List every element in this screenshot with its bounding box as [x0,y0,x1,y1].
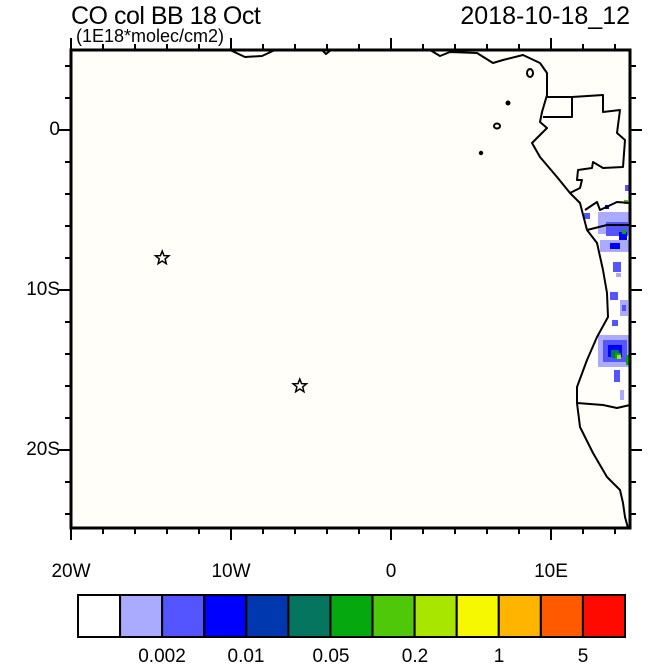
map-background [71,50,630,528]
co-plume-cell [610,243,620,249]
border-angola-namibia [576,402,631,409]
colorbar-swatch [581,594,627,638]
map-frame [69,48,632,530]
lon-label: 20W [51,561,91,582]
colorbar-swatch [245,594,290,638]
island-bioko [526,68,534,78]
co-plume-cell [584,213,590,219]
lon-label: 10W [211,561,251,582]
coastline-top [229,49,276,58]
border-gabon-congo [569,94,626,194]
colorbar-label: 0.002 [138,646,186,667]
coastline-africa [429,49,629,529]
co-plume-cell [610,292,618,300]
star-markers [153,248,309,394]
border-angola-north [586,224,630,231]
star-marker [153,248,171,266]
co-plume-cell [612,320,618,326]
colorbar-swatch [77,594,122,638]
colorbar-label: 1 [493,646,505,667]
island-annobon [478,150,484,156]
co-plume-cell [626,355,630,365]
plot-title: CO col BB 18 Oct [71,2,261,30]
colorbar-swatch [161,594,206,638]
co-plume-cell [620,390,624,400]
colorbar-swatch [203,594,248,638]
colorbar-label: 0.2 [401,646,429,667]
co-plume-cell [617,355,621,359]
star-marker [291,376,309,394]
co-plume-cell [622,305,626,311]
plot-timestamp: 2018-10-18_12 [460,2,630,30]
colorbar-swatch [119,594,164,638]
co-plume-cell [616,273,621,277]
border-equatorial-guinea [543,96,573,118]
island-principe [505,100,511,106]
colorbar-swatch [371,594,416,638]
lat-label: 10S [26,279,60,300]
co-plume-cell [622,230,626,234]
border-cabinda-drc [584,201,631,211]
plot-units: (1E18*molec/cm2) [76,26,225,46]
co-plume-cell [625,185,630,191]
colorbar [77,594,627,638]
colorbar-swatch [413,594,458,638]
colorbar-label: 0.05 [312,646,350,667]
colorbar-swatch [455,594,500,638]
colorbar-swatch [287,594,332,638]
colorbar-swatch [539,594,584,638]
lon-label: 10E [534,561,568,582]
co-plume-cell [613,262,621,272]
co-plume-cell [619,232,627,240]
colorbar-label: 0.01 [227,646,265,667]
lon-label: 0 [385,561,397,582]
island-sao-tome [493,122,501,130]
lat-label: 0 [49,119,60,140]
colorbar-swatch [497,594,542,638]
co-plume-cell [614,370,620,382]
colorbar-label: 5 [577,646,589,667]
colorbar-swatch [329,594,374,638]
lat-label: 20S [26,439,60,460]
